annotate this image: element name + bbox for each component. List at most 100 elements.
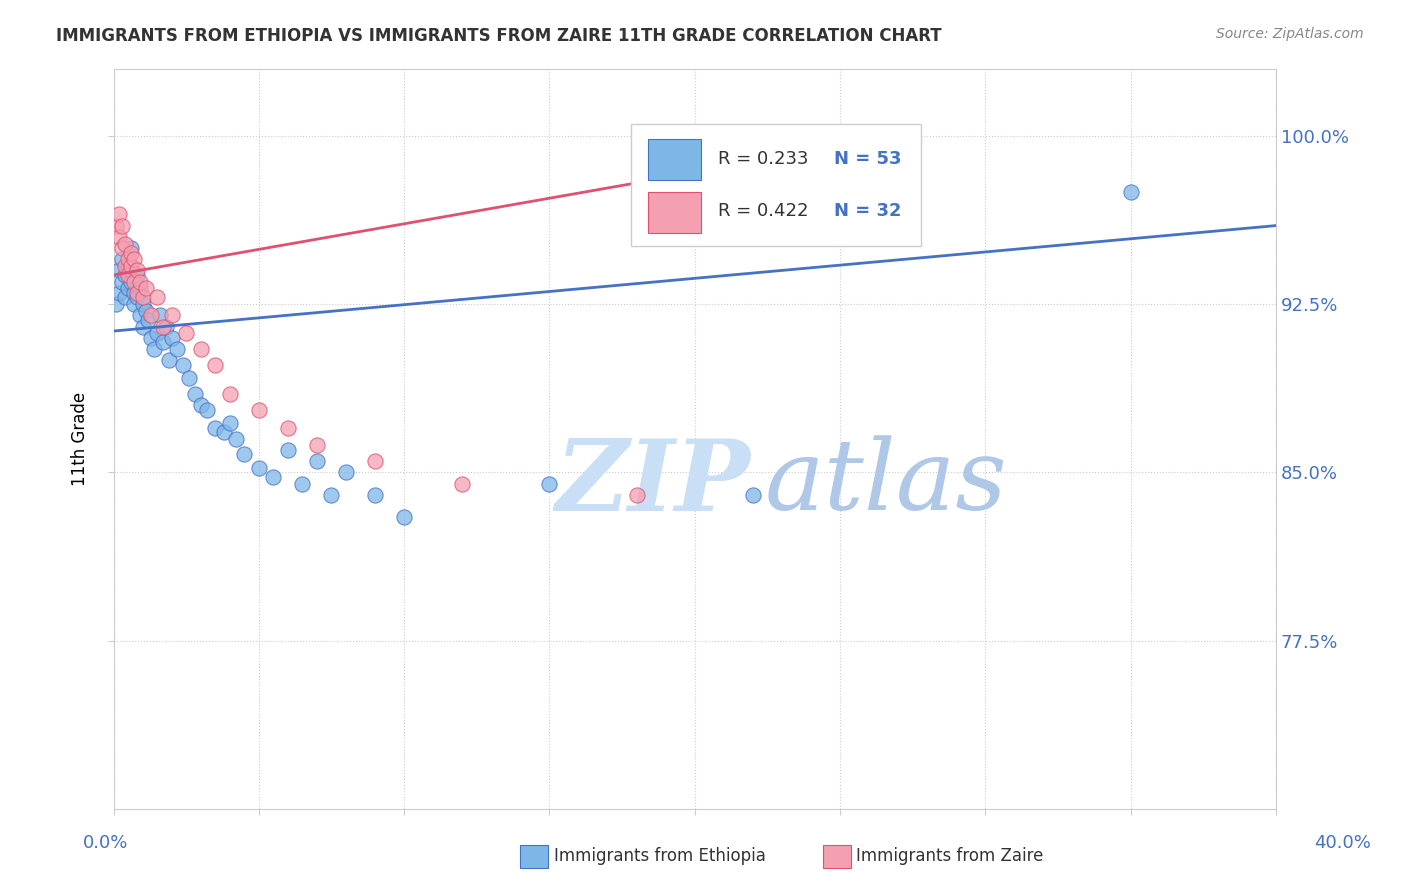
Point bbox=[134, 281, 156, 295]
Point bbox=[111, 241, 134, 255]
Point bbox=[114, 236, 136, 251]
Text: N = 32: N = 32 bbox=[834, 202, 901, 219]
Point bbox=[120, 263, 142, 277]
Point bbox=[105, 219, 128, 233]
Point bbox=[152, 319, 174, 334]
Point bbox=[122, 285, 145, 300]
Point bbox=[108, 285, 131, 300]
Point bbox=[321, 488, 343, 502]
Point bbox=[131, 297, 153, 311]
Point bbox=[218, 416, 240, 430]
Point bbox=[177, 371, 200, 385]
Point bbox=[204, 420, 226, 434]
Point bbox=[451, 476, 474, 491]
Point bbox=[146, 290, 169, 304]
Text: 40.0%: 40.0% bbox=[1315, 834, 1371, 852]
Text: Immigrants from Ethiopia: Immigrants from Ethiopia bbox=[554, 847, 766, 865]
Point bbox=[277, 442, 299, 457]
Point bbox=[125, 263, 148, 277]
Text: N = 53: N = 53 bbox=[834, 150, 901, 168]
Point bbox=[114, 259, 136, 273]
Point bbox=[108, 207, 131, 221]
Point bbox=[120, 275, 142, 289]
Point bbox=[741, 488, 763, 502]
Point bbox=[125, 285, 148, 300]
Point bbox=[277, 420, 299, 434]
Point bbox=[184, 387, 207, 401]
Point bbox=[125, 290, 148, 304]
Point bbox=[190, 342, 212, 356]
Point bbox=[131, 319, 153, 334]
Point bbox=[364, 488, 387, 502]
Point bbox=[538, 476, 561, 491]
Point bbox=[305, 438, 328, 452]
Text: Source: ZipAtlas.com: Source: ZipAtlas.com bbox=[1216, 27, 1364, 41]
Point bbox=[111, 219, 134, 233]
Point bbox=[166, 342, 188, 356]
Point bbox=[108, 229, 131, 244]
Point bbox=[152, 335, 174, 350]
Point bbox=[128, 281, 150, 295]
Point bbox=[160, 309, 183, 323]
Point bbox=[146, 326, 169, 341]
Point bbox=[247, 461, 270, 475]
Point bbox=[143, 342, 166, 356]
Point bbox=[120, 241, 142, 255]
Point bbox=[128, 275, 150, 289]
Point bbox=[122, 252, 145, 267]
Point bbox=[108, 263, 131, 277]
Point bbox=[134, 303, 156, 318]
Text: R = 0.422: R = 0.422 bbox=[718, 202, 808, 219]
Point bbox=[149, 309, 172, 323]
Point bbox=[131, 290, 153, 304]
Point bbox=[305, 454, 328, 468]
Point bbox=[233, 447, 256, 461]
Point bbox=[190, 398, 212, 412]
Point bbox=[117, 268, 139, 282]
Point bbox=[172, 358, 194, 372]
Text: 0.0%: 0.0% bbox=[83, 834, 128, 852]
Point bbox=[111, 252, 134, 267]
Point bbox=[138, 313, 160, 327]
Point bbox=[117, 252, 139, 267]
Text: IMMIGRANTS FROM ETHIOPIA VS IMMIGRANTS FROM ZAIRE 11TH GRADE CORRELATION CHART: IMMIGRANTS FROM ETHIOPIA VS IMMIGRANTS F… bbox=[56, 27, 942, 45]
Y-axis label: 11th Grade: 11th Grade bbox=[72, 392, 89, 486]
Point bbox=[626, 488, 648, 502]
Point bbox=[218, 387, 240, 401]
Text: Immigrants from Zaire: Immigrants from Zaire bbox=[856, 847, 1043, 865]
Point bbox=[247, 402, 270, 417]
Point bbox=[160, 331, 183, 345]
Point bbox=[117, 281, 139, 295]
Point bbox=[120, 259, 142, 273]
Text: atlas: atlas bbox=[765, 435, 1007, 531]
Point bbox=[157, 353, 180, 368]
Bar bbox=[648, 192, 700, 233]
FancyBboxPatch shape bbox=[631, 124, 921, 246]
Point bbox=[141, 331, 163, 345]
Point bbox=[174, 326, 197, 341]
Point bbox=[120, 245, 142, 260]
Point bbox=[117, 259, 139, 273]
Point bbox=[114, 268, 136, 282]
Text: ZIP: ZIP bbox=[555, 435, 751, 532]
Point bbox=[122, 275, 145, 289]
Bar bbox=[648, 139, 700, 179]
Point bbox=[262, 470, 284, 484]
Point bbox=[291, 476, 314, 491]
Point bbox=[128, 309, 150, 323]
Point bbox=[204, 358, 226, 372]
Point bbox=[212, 425, 235, 439]
Point bbox=[195, 402, 218, 417]
Point bbox=[155, 319, 177, 334]
Point bbox=[1119, 185, 1142, 199]
Point bbox=[105, 297, 128, 311]
Point bbox=[125, 268, 148, 282]
Point bbox=[114, 290, 136, 304]
Point bbox=[111, 275, 134, 289]
Point bbox=[225, 432, 247, 446]
Point bbox=[122, 297, 145, 311]
Point bbox=[335, 466, 357, 480]
Point bbox=[141, 309, 163, 323]
Text: R = 0.233: R = 0.233 bbox=[718, 150, 808, 168]
Point bbox=[392, 510, 415, 524]
